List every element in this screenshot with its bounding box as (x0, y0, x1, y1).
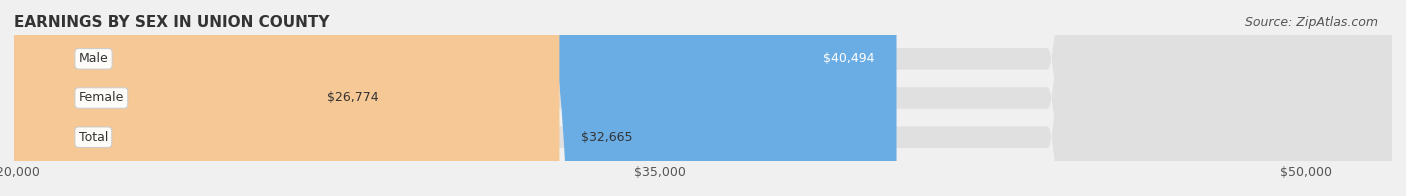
Text: EARNINGS BY SEX IN UNION COUNTY: EARNINGS BY SEX IN UNION COUNTY (14, 15, 329, 30)
Text: Source: ZipAtlas.com: Source: ZipAtlas.com (1244, 16, 1378, 29)
FancyBboxPatch shape (14, 0, 1392, 196)
FancyBboxPatch shape (14, 0, 897, 196)
Text: $40,494: $40,494 (824, 52, 875, 65)
FancyBboxPatch shape (0, 0, 359, 196)
FancyBboxPatch shape (14, 0, 1392, 196)
FancyBboxPatch shape (14, 0, 560, 196)
Text: $32,665: $32,665 (581, 131, 633, 144)
Text: Total: Total (79, 131, 108, 144)
Text: $26,774: $26,774 (328, 92, 378, 104)
Text: Male: Male (79, 52, 108, 65)
FancyBboxPatch shape (14, 0, 1392, 196)
Text: Female: Female (79, 92, 124, 104)
